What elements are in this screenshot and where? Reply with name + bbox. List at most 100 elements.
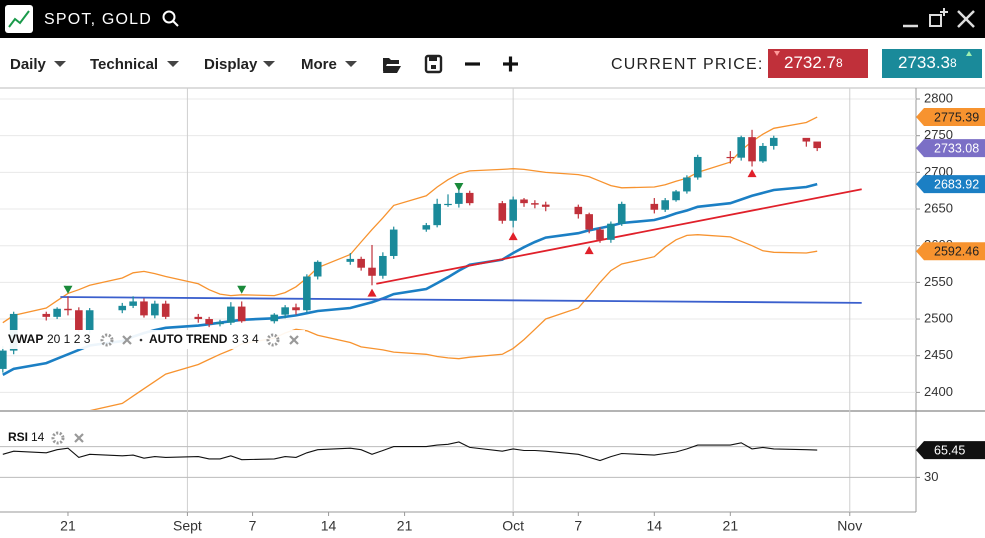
- close-button[interactable]: [957, 10, 975, 28]
- menu-caret: [263, 61, 275, 67]
- candle-body: [455, 192, 463, 204]
- search-button[interactable]: [162, 10, 179, 27]
- candle-body: [693, 156, 702, 178]
- candle-body: [661, 200, 669, 210]
- y-tick-label: 2650: [924, 200, 953, 215]
- legend-strip: [0, 330, 305, 349]
- candle-body: [118, 305, 127, 311]
- ask-arrow: [966, 51, 972, 56]
- legend-name[interactable]: VWAP: [8, 332, 43, 346]
- candle-body: [520, 199, 528, 204]
- remove-button[interactable]: [122, 335, 132, 345]
- candle-body: [227, 306, 235, 323]
- logo-icon: [8, 10, 30, 28]
- zoom-in-button[interactable]: [503, 56, 518, 72]
- signal-marker: [237, 285, 247, 294]
- open-button[interactable]: [383, 58, 401, 73]
- ask-price-pip: 8: [950, 56, 957, 70]
- ask-box[interactable]: [882, 49, 982, 78]
- signal-marker: [454, 183, 464, 192]
- y-tick-label: 2550: [924, 274, 953, 289]
- y-tick-label: 30: [924, 469, 938, 484]
- candle-body: [216, 322, 224, 325]
- menu-display[interactable]: Display: [204, 56, 258, 73]
- bid-price-pip: 8: [836, 56, 843, 70]
- candle-body: [813, 141, 821, 149]
- ask-price-main: 2733.3: [898, 53, 950, 72]
- x-tick-label: 14: [321, 518, 337, 534]
- x-tick-label: 21: [397, 518, 413, 534]
- candle-body: [270, 314, 279, 322]
- settings-button[interactable]: [100, 333, 114, 347]
- signal-marker: [508, 232, 518, 241]
- candle-body: [596, 229, 604, 240]
- candle-body: [42, 313, 51, 317]
- candle-body: [313, 261, 322, 277]
- candle-body: [303, 276, 311, 311]
- bid-box[interactable]: [768, 49, 868, 78]
- candle-body: [357, 258, 365, 268]
- price-badge: [916, 242, 985, 261]
- remove-button[interactable]: [289, 335, 299, 345]
- y-tick-label: 2700: [924, 164, 953, 179]
- remove-button[interactable]: [74, 433, 84, 443]
- candle-body: [368, 267, 376, 276]
- candle-body: [140, 301, 148, 316]
- menu-caret: [345, 61, 357, 67]
- settings-button[interactable]: [51, 431, 65, 445]
- candle-body: [422, 225, 431, 230]
- current-price-label: CURRENT PRICE:: [611, 56, 764, 73]
- signal-marker: [584, 246, 594, 255]
- candle-body: [292, 307, 300, 311]
- price-badge-label: 2683.92: [934, 177, 979, 191]
- candle-body: [281, 307, 289, 315]
- x-tick-label: Oct: [502, 518, 524, 534]
- candle-body: [85, 310, 94, 331]
- candle-body: [444, 203, 452, 206]
- indicator-line: [2, 116, 818, 324]
- grid: [0, 88, 916, 512]
- signal-marker: [63, 285, 73, 294]
- candle-body: [0, 350, 7, 369]
- menu-daily[interactable]: Daily: [10, 56, 47, 73]
- rsi-line: [2, 441, 818, 462]
- price-badge: [916, 175, 985, 194]
- price-badge-label: 2592.46: [934, 245, 979, 259]
- price-badge-label: 65.45: [934, 443, 965, 457]
- candle-body: [465, 192, 474, 204]
- menu-more[interactable]: More: [301, 56, 337, 73]
- legend-name[interactable]: AUTO TREND: [149, 332, 228, 346]
- candle-body: [607, 223, 615, 240]
- rsi-legend-params: 14: [31, 430, 45, 444]
- candle-body: [531, 203, 539, 205]
- x-tick-label: Sept: [173, 518, 202, 534]
- candle-body: [129, 301, 137, 306]
- y-tick-label: 2800: [924, 90, 953, 105]
- x-tick-label: Nov: [837, 518, 862, 534]
- candle-body: [498, 203, 507, 221]
- save-button[interactable]: [424, 54, 443, 74]
- candle-body: [737, 137, 745, 158]
- legend-params: 3 3 4: [232, 332, 259, 346]
- y-tick-label: 2450: [924, 347, 953, 362]
- bid-arrow: [774, 51, 780, 56]
- price-badge: [916, 441, 985, 460]
- candle-body: [237, 306, 246, 322]
- popout-button[interactable]: [929, 8, 948, 27]
- candle-body: [574, 206, 583, 215]
- rsi-legend-name[interactable]: RSI: [8, 430, 28, 444]
- trend-line: [376, 188, 862, 285]
- settings-button[interactable]: [266, 333, 280, 347]
- menu-caret: [54, 61, 66, 67]
- candle-body: [151, 303, 159, 316]
- candle-body: [194, 316, 203, 320]
- menu-technical[interactable]: Technical: [90, 56, 158, 73]
- candle-body: [75, 310, 83, 331]
- candle-body: [205, 319, 213, 325]
- candle-body: [509, 199, 517, 221]
- candle-body: [748, 137, 756, 162]
- price-panel: [0, 116, 862, 410]
- x-tick-label: 21: [60, 518, 76, 534]
